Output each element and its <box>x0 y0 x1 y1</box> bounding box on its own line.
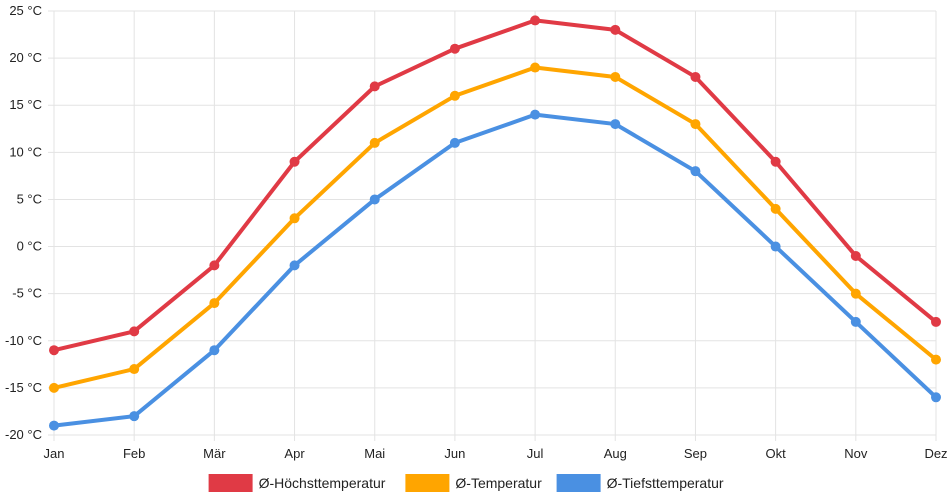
data-point[interactable] <box>289 260 300 271</box>
data-point[interactable] <box>770 156 781 167</box>
legend-label: Ø-Höchsttemperatur <box>259 475 386 491</box>
data-point[interactable] <box>770 241 781 252</box>
data-point[interactable] <box>690 166 701 177</box>
data-point[interactable] <box>931 392 941 403</box>
x-tick-label: Sep <box>684 446 707 461</box>
data-point[interactable] <box>449 43 460 54</box>
data-point[interactable] <box>129 411 140 422</box>
data-point[interactable] <box>49 345 59 356</box>
data-point[interactable] <box>449 137 460 148</box>
series-group <box>49 15 941 356</box>
y-tick-label: 20 °C <box>9 50 42 65</box>
series-line <box>52 112 938 428</box>
data-point[interactable] <box>369 81 380 92</box>
y-tick-label: -10 °C <box>5 333 42 348</box>
x-tick-label: Okt <box>766 446 787 461</box>
data-point[interactable] <box>690 119 701 130</box>
y-tick-label: -15 °C <box>5 380 42 395</box>
x-tick-label: Nov <box>844 446 868 461</box>
data-point[interactable] <box>530 109 541 120</box>
x-tick-label: Dez <box>924 446 947 461</box>
data-point[interactable] <box>610 119 621 130</box>
x-tick-label: Mai <box>364 446 385 461</box>
series-line <box>52 65 938 390</box>
data-point[interactable] <box>931 354 941 365</box>
data-point[interactable] <box>129 364 140 375</box>
legend-swatch <box>208 474 253 492</box>
legend-item[interactable]: Ø-Höchsttemperatur <box>208 474 386 492</box>
x-tick-label: Aug <box>604 446 627 461</box>
x-tick-label: Apr <box>284 446 305 461</box>
data-point[interactable] <box>610 24 621 35</box>
data-point[interactable] <box>770 203 781 214</box>
legend-item[interactable]: Ø-Tiefsttemperatur <box>556 474 724 492</box>
series-group <box>49 62 941 393</box>
legend[interactable]: Ø-Höchsttemperatur Ø-Temperatur Ø-Tiefstte… <box>208 474 724 492</box>
x-axis-ticks: Jan Feb Mär Apr Mai Jun Jul Aug Sep Okt Nov Dez <box>44 446 948 461</box>
y-tick-label: 0 °C <box>17 239 42 254</box>
data-point[interactable] <box>690 71 701 82</box>
x-tick-label: Feb <box>123 446 145 461</box>
data-point[interactable] <box>449 90 460 101</box>
data-point[interactable] <box>850 288 861 299</box>
data-point[interactable] <box>289 213 300 224</box>
x-tick-label: Jan <box>44 446 65 461</box>
series-group <box>49 109 941 431</box>
y-tick-label: 25 °C <box>9 3 42 18</box>
data-point[interactable] <box>49 382 59 393</box>
data-point[interactable] <box>850 250 861 261</box>
data-point[interactable] <box>209 260 220 271</box>
data-point[interactable] <box>850 316 861 327</box>
x-tick-label: Jul <box>527 446 544 461</box>
data-point[interactable] <box>369 194 380 205</box>
legend-label: Ø-Temperatur <box>455 475 542 491</box>
data-point[interactable] <box>610 71 621 82</box>
data-point[interactable] <box>530 62 541 73</box>
data-point[interactable] <box>209 345 220 356</box>
data-point[interactable] <box>530 15 541 26</box>
x-tick-label: Jun <box>444 446 465 461</box>
series-line <box>52 18 938 353</box>
data-point[interactable] <box>209 298 220 309</box>
data-point[interactable] <box>49 420 59 431</box>
y-axis-ticks: 25 °C 20 °C 15 °C 10 °C 5 °C 0 °C -5 °C -10 °C -… <box>5 3 42 442</box>
y-tick-label: 15 °C <box>9 97 42 112</box>
legend-label: Ø-Tiefsttemperatur <box>607 475 724 491</box>
y-tick-label: -20 °C <box>5 427 42 442</box>
data-point[interactable] <box>369 137 380 148</box>
data-point[interactable] <box>289 156 300 167</box>
y-tick-label: -5 °C <box>12 286 42 301</box>
grid-lines <box>48 10 937 441</box>
y-tick-label: 5 °C <box>17 191 42 206</box>
y-tick-label: 10 °C <box>9 144 42 159</box>
legend-swatch <box>405 474 450 492</box>
series-lines <box>49 15 941 431</box>
x-tick-label: Mär <box>203 446 226 461</box>
data-point[interactable] <box>129 326 140 337</box>
legend-item[interactable]: Ø-Temperatur <box>405 474 542 492</box>
data-point[interactable] <box>931 316 941 327</box>
legend-swatch <box>556 474 601 492</box>
